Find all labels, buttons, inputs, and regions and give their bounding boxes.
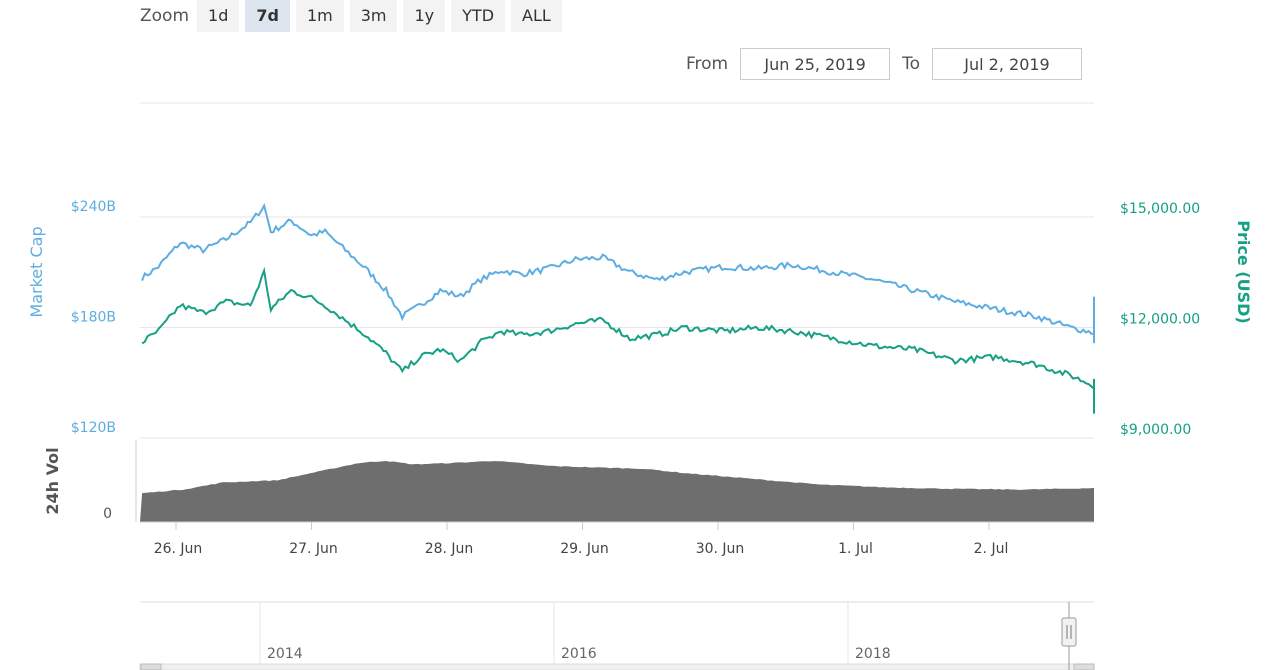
right-tick-label: $12,000.00 [1120,312,1200,328]
x-tick-label: 29. Jun [560,541,609,557]
navigator-year-label: 2014 [267,646,303,662]
navigator-scroll-left[interactable] [140,663,162,670]
left-tick-label: $180B [71,310,116,326]
navigator-year-label: 2016 [561,646,597,662]
volume-tick-label: 0 [103,506,112,522]
to-date-input[interactable]: Jul 2, 2019 [932,48,1082,80]
from-label: From [685,54,729,74]
right-tick-label: $9,000.00 [1120,422,1191,438]
navigator-year-label: 2018 [855,646,891,662]
zoom-buttons: 1d 7d 1m 3m 1y YTD ALL [197,0,568,32]
zoom-button-3m[interactable]: 3m [349,0,398,32]
x-tick-label: 1. Jul [838,541,873,557]
navigator-scrollbar [139,663,1095,670]
from-date-input[interactable]: Jun 25, 2019 [740,48,891,80]
left-tick-label: $240B [71,199,116,215]
x-tick-label: 26. Jun [154,541,203,557]
zoom-bar: Zoom 1d 7d 1m 3m 1y YTD ALL [140,0,568,32]
date-range: From Jun 25, 2019 To Jul 2, 2019 [686,48,1094,80]
zoom-label: Zoom [140,6,190,26]
volume-area [140,461,1094,522]
market-cap-line [141,202,1095,344]
zoom-button-ytd[interactable]: YTD [451,0,506,32]
navigator-scroll-right[interactable] [1073,663,1095,670]
zoom-button-7d[interactable]: 7d [245,0,290,32]
zoom-button-1m[interactable]: 1m [295,0,344,32]
zoom-button-1d[interactable]: 1d [197,0,240,32]
zoom-button-all[interactable]: ALL [511,0,562,32]
x-tick-label: 27. Jun [289,541,338,557]
right-axis-title: Price (USD) [1234,220,1253,323]
price-line [141,266,1095,414]
volume-axis-title: 24h Vol [43,447,62,514]
x-tick-label: 28. Jun [425,541,474,557]
left-tick-label: $120B [71,420,116,436]
right-tick-label: $15,000.00 [1120,201,1200,217]
x-tick-label: 2. Jul [974,541,1009,557]
left-axis-title: Market Cap [27,226,46,317]
zoom-button-1y[interactable]: 1y [403,0,446,32]
x-tick-label: 30. Jun [696,541,745,557]
to-label: To [902,54,920,74]
navigator-handle[interactable] [1061,617,1077,647]
